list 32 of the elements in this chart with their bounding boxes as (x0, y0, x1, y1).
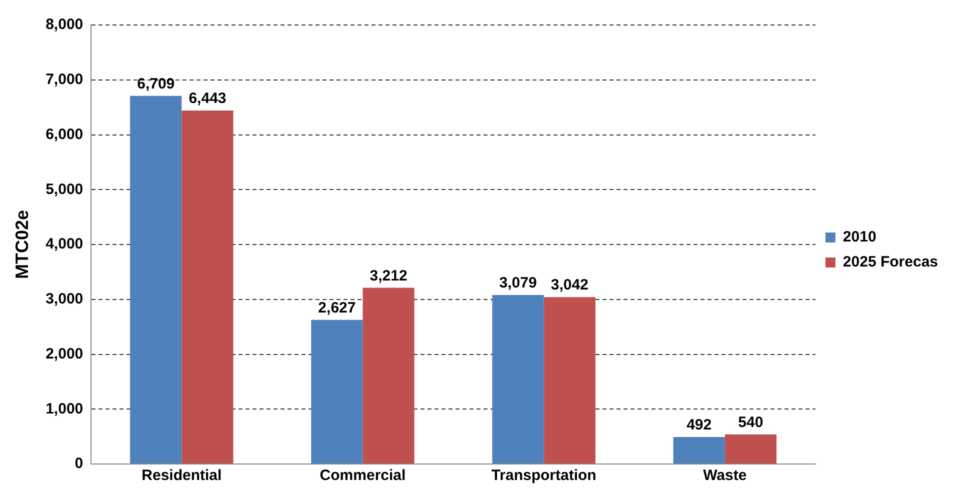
y-axis-title: MTC02e (12, 210, 32, 280)
data-label: 492 (686, 416, 712, 434)
bar (673, 437, 725, 464)
bar (544, 297, 596, 464)
y-tick-label: 4,000 (46, 236, 84, 253)
bar (362, 288, 414, 464)
data-label: 2,627 (318, 299, 356, 316)
data-label: 6,709 (137, 75, 175, 92)
x-tick-label: Residential (142, 467, 222, 484)
legend-label: 2025 Forecas (842, 254, 938, 271)
y-tick-label: 6,000 (46, 126, 84, 143)
data-label: 3,042 (550, 276, 588, 294)
x-tick-label: Waste (703, 467, 747, 484)
y-tick-label: 8,000 (46, 16, 84, 34)
y-tick-label: 3,000 (46, 290, 84, 308)
y-tick-label: 2,000 (46, 345, 84, 362)
data-label: 3,212 (370, 267, 408, 284)
y-tick-label: 7,000 (46, 71, 84, 88)
bar (311, 320, 363, 464)
data-label: 6,443 (188, 90, 226, 108)
bar (724, 434, 776, 464)
bar (182, 110, 234, 464)
bar (492, 295, 544, 464)
y-tick-label: 0 (74, 455, 84, 472)
legend-label: 2010 (842, 228, 876, 246)
bar (130, 96, 182, 464)
y-tick-label: 5,000 (46, 180, 84, 198)
x-tick-label: Transportation (491, 467, 596, 484)
y-tick-label: 1,000 (46, 400, 84, 418)
x-tick-label: Commercial (320, 467, 406, 484)
data-label: 3,079 (499, 274, 537, 292)
data-label: 540 (738, 414, 764, 432)
